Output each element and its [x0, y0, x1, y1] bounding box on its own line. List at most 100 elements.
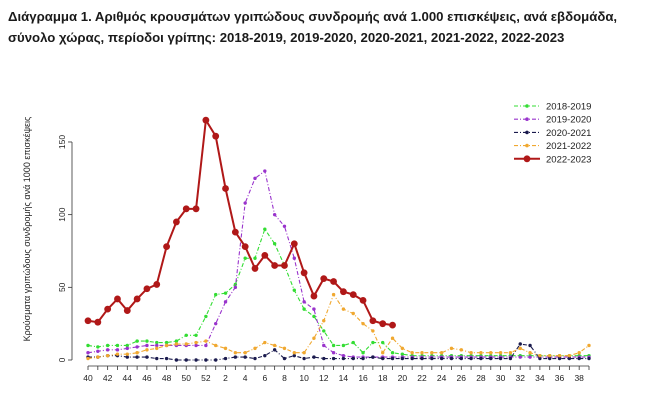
- data-point: [459, 356, 463, 361]
- x-tick-label: 10: [299, 373, 309, 383]
- legend-item-2021-2022: 2021-2022: [514, 141, 591, 152]
- data-point: [508, 356, 513, 361]
- legend-item-2022-2023: 2022-2023: [514, 154, 591, 165]
- data-point: [105, 343, 110, 348]
- data-point: [96, 345, 100, 349]
- data-point: [302, 307, 306, 311]
- data-point: [145, 355, 149, 359]
- x-tick-label: 12: [319, 373, 329, 383]
- series-line-2021-2022: [87, 293, 590, 360]
- data-point: [281, 262, 288, 269]
- data-point: [361, 356, 365, 361]
- data-point: [330, 278, 337, 285]
- series-line-2018-2019: [87, 227, 589, 357]
- data-point: [469, 356, 473, 361]
- data-point: [155, 356, 159, 361]
- data-point: [231, 228, 239, 236]
- data-point: [94, 318, 102, 326]
- series-line-2022-2023: [87, 117, 393, 327]
- data-point: [164, 356, 169, 361]
- data-point: [371, 329, 375, 333]
- data-point: [214, 321, 218, 326]
- data-point: [204, 339, 208, 343]
- data-point: [243, 201, 247, 205]
- x-tick-label: 24: [437, 373, 447, 383]
- legend-marker: [525, 130, 529, 135]
- data-point: [340, 288, 347, 296]
- data-point: [243, 355, 247, 359]
- legend-marker: [525, 143, 529, 148]
- data-point: [498, 351, 503, 355]
- legend-label: 2019-2020: [546, 115, 591, 126]
- x-tick-label: 36: [555, 373, 565, 383]
- data-point: [292, 256, 296, 260]
- series-line-2020-2021: [88, 343, 589, 361]
- data-point: [233, 285, 238, 290]
- data-point: [508, 351, 513, 355]
- legend-label: 2020-2021: [546, 128, 591, 139]
- data-point: [410, 356, 414, 361]
- data-point: [163, 243, 170, 251]
- data-point: [164, 343, 169, 348]
- data-point: [253, 356, 257, 361]
- data-point: [341, 343, 346, 348]
- data-point: [155, 340, 159, 345]
- data-point: [381, 340, 385, 345]
- x-tick-label: 50: [182, 373, 192, 383]
- data-point: [184, 333, 188, 337]
- data-point: [548, 356, 552, 361]
- data-point: [557, 353, 562, 358]
- data-point: [381, 351, 385, 355]
- data-point: [223, 346, 228, 351]
- data-point: [233, 351, 238, 355]
- data-point: [194, 333, 198, 337]
- data-point: [155, 346, 159, 351]
- data-point: [341, 356, 346, 361]
- data-point: [320, 275, 328, 283]
- data-point: [271, 262, 279, 269]
- legend-label: 2018-2019: [546, 102, 591, 113]
- data-point: [135, 345, 139, 349]
- y-axis-label: Κρούσματα γριπώδους συνδρομής ανά 1000 ε…: [22, 116, 32, 341]
- data-point: [351, 311, 355, 316]
- data-point: [153, 281, 161, 288]
- data-point: [420, 351, 424, 355]
- data-point: [538, 353, 542, 358]
- data-point: [272, 212, 277, 217]
- data-point: [489, 351, 493, 355]
- data-point: [369, 317, 377, 325]
- data-point: [449, 346, 454, 351]
- data-point: [371, 340, 375, 345]
- data-point: [300, 269, 308, 277]
- data-point: [164, 340, 169, 345]
- series-2021-2022: [86, 292, 591, 361]
- data-point: [145, 339, 149, 343]
- data-point: [272, 348, 277, 352]
- data-point: [223, 356, 228, 361]
- data-point: [182, 205, 190, 213]
- x-tick-label: 34: [535, 373, 545, 383]
- data-point: [115, 343, 120, 348]
- data-point: [331, 343, 336, 348]
- data-point: [351, 356, 355, 361]
- y-axis-label-group: Κρούσματα γριπώδους συνδρομής ανά 1000 ε…: [22, 116, 32, 341]
- data-point: [430, 351, 434, 355]
- data-point: [331, 356, 336, 361]
- data-point: [528, 351, 532, 355]
- data-point: [322, 329, 326, 333]
- x-tick-label: 28: [476, 373, 486, 383]
- data-point: [518, 355, 522, 359]
- data-point: [96, 355, 100, 359]
- data-point: [204, 314, 208, 319]
- data-point: [282, 356, 287, 361]
- data-point: [587, 356, 591, 361]
- data-point: [371, 355, 375, 359]
- series-2022-2023: [84, 116, 396, 329]
- data-point: [214, 343, 218, 348]
- data-point: [125, 355, 129, 359]
- y-tick-label: 50: [57, 282, 67, 292]
- legend-item-2018-2019: 2018-2019: [514, 102, 591, 113]
- data-point: [115, 348, 120, 352]
- data-point: [331, 351, 336, 355]
- series-line-2019-2020: [87, 170, 589, 358]
